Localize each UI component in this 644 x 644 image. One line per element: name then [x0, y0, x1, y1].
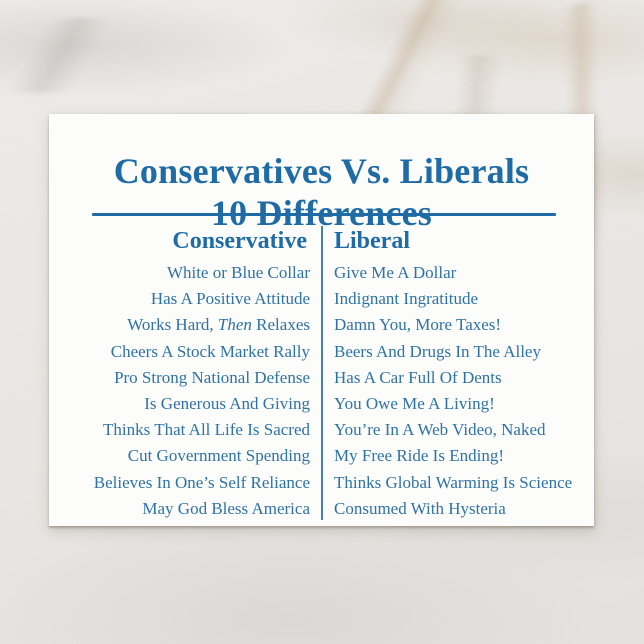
- conservative-cell: Works Hard, Then Relaxes: [49, 312, 322, 338]
- comparison-table: Conservative Liberal White or Blue Colla…: [49, 224, 594, 522]
- table-row: White or Blue Collar Give Me A Dollar: [49, 260, 594, 286]
- liberal-cell: Indignant Ingratitude: [334, 289, 478, 309]
- table-row: Cheers A Stock Market Rally Beers And Dr…: [49, 339, 594, 365]
- table-row: May God Bless America Consumed With Hyst…: [49, 496, 594, 522]
- conservative-cell: Is Generous And Giving: [144, 393, 310, 413]
- conservative-cell: Believes In One’s Self Reliance: [93, 472, 310, 492]
- column-divider-line: [321, 226, 323, 520]
- title-divider-line: [92, 213, 556, 216]
- conservative-cell: May God Bless America: [142, 498, 310, 518]
- table-header-row: Conservative Liberal: [49, 224, 594, 258]
- postcard-title: Conservatives Vs. Liberals 10 Difference…: [49, 150, 594, 234]
- liberal-cell: You Owe Me A Living!: [334, 393, 495, 413]
- liberal-cell: You’re In A Web Video, Naked: [334, 420, 546, 440]
- conservative-cell: Cut Government Spending: [127, 446, 310, 466]
- table-row: Pro Strong National Defense Has A Car Fu…: [49, 365, 594, 391]
- conservative-cell: Has A Positive Attitude: [150, 289, 310, 309]
- table-row: Cut Government Spending My Free Ride Is …: [49, 443, 594, 469]
- conservative-column-header: Conservative: [172, 228, 307, 254]
- liberal-cell: Give Me A Dollar: [334, 263, 457, 282]
- liberal-cell: Has A Car Full Of Dents: [334, 367, 502, 387]
- text-fragment: Works Hard,: [127, 315, 218, 335]
- liberal-cell: Consumed With Hysteria: [334, 498, 506, 518]
- title-line-1: Conservatives Vs. Liberals: [113, 151, 530, 192]
- conservative-cell: Cheers A Stock Market Rally: [110, 341, 310, 361]
- conservative-cell: Pro Strong National Defense: [114, 367, 310, 387]
- conservative-cell: White or Blue Collar: [166, 263, 310, 282]
- text-fragment: Relaxes: [251, 315, 310, 335]
- table-row: Thinks That All Life Is Sacred You’re In…: [49, 417, 594, 443]
- table-row: Is Generous And Giving You Owe Me A Livi…: [49, 391, 594, 417]
- liberal-cell: Beers And Drugs In The Alley: [334, 341, 541, 361]
- table-row: Has A Positive Attitude Indignant Ingrat…: [49, 286, 594, 312]
- table-row: Works Hard, Then Relaxes Damn You, More …: [49, 312, 594, 338]
- liberal-cell: Thinks Global Warming Is Science: [334, 472, 573, 492]
- text-fragment-italic: Then: [217, 315, 252, 335]
- liberal-column-header: Liberal: [334, 228, 410, 254]
- liberal-cell: My Free Ride Is Ending!: [334, 446, 504, 466]
- liberal-cell: Damn You, More Taxes!: [334, 315, 502, 335]
- marble-vein: [0, 18, 145, 93]
- table-row: Believes In One’s Self Reliance Thinks G…: [49, 470, 594, 496]
- conservative-cell: Thinks That All Life Is Sacred: [103, 420, 310, 440]
- postcard: Conservatives Vs. Liberals 10 Difference…: [49, 114, 594, 526]
